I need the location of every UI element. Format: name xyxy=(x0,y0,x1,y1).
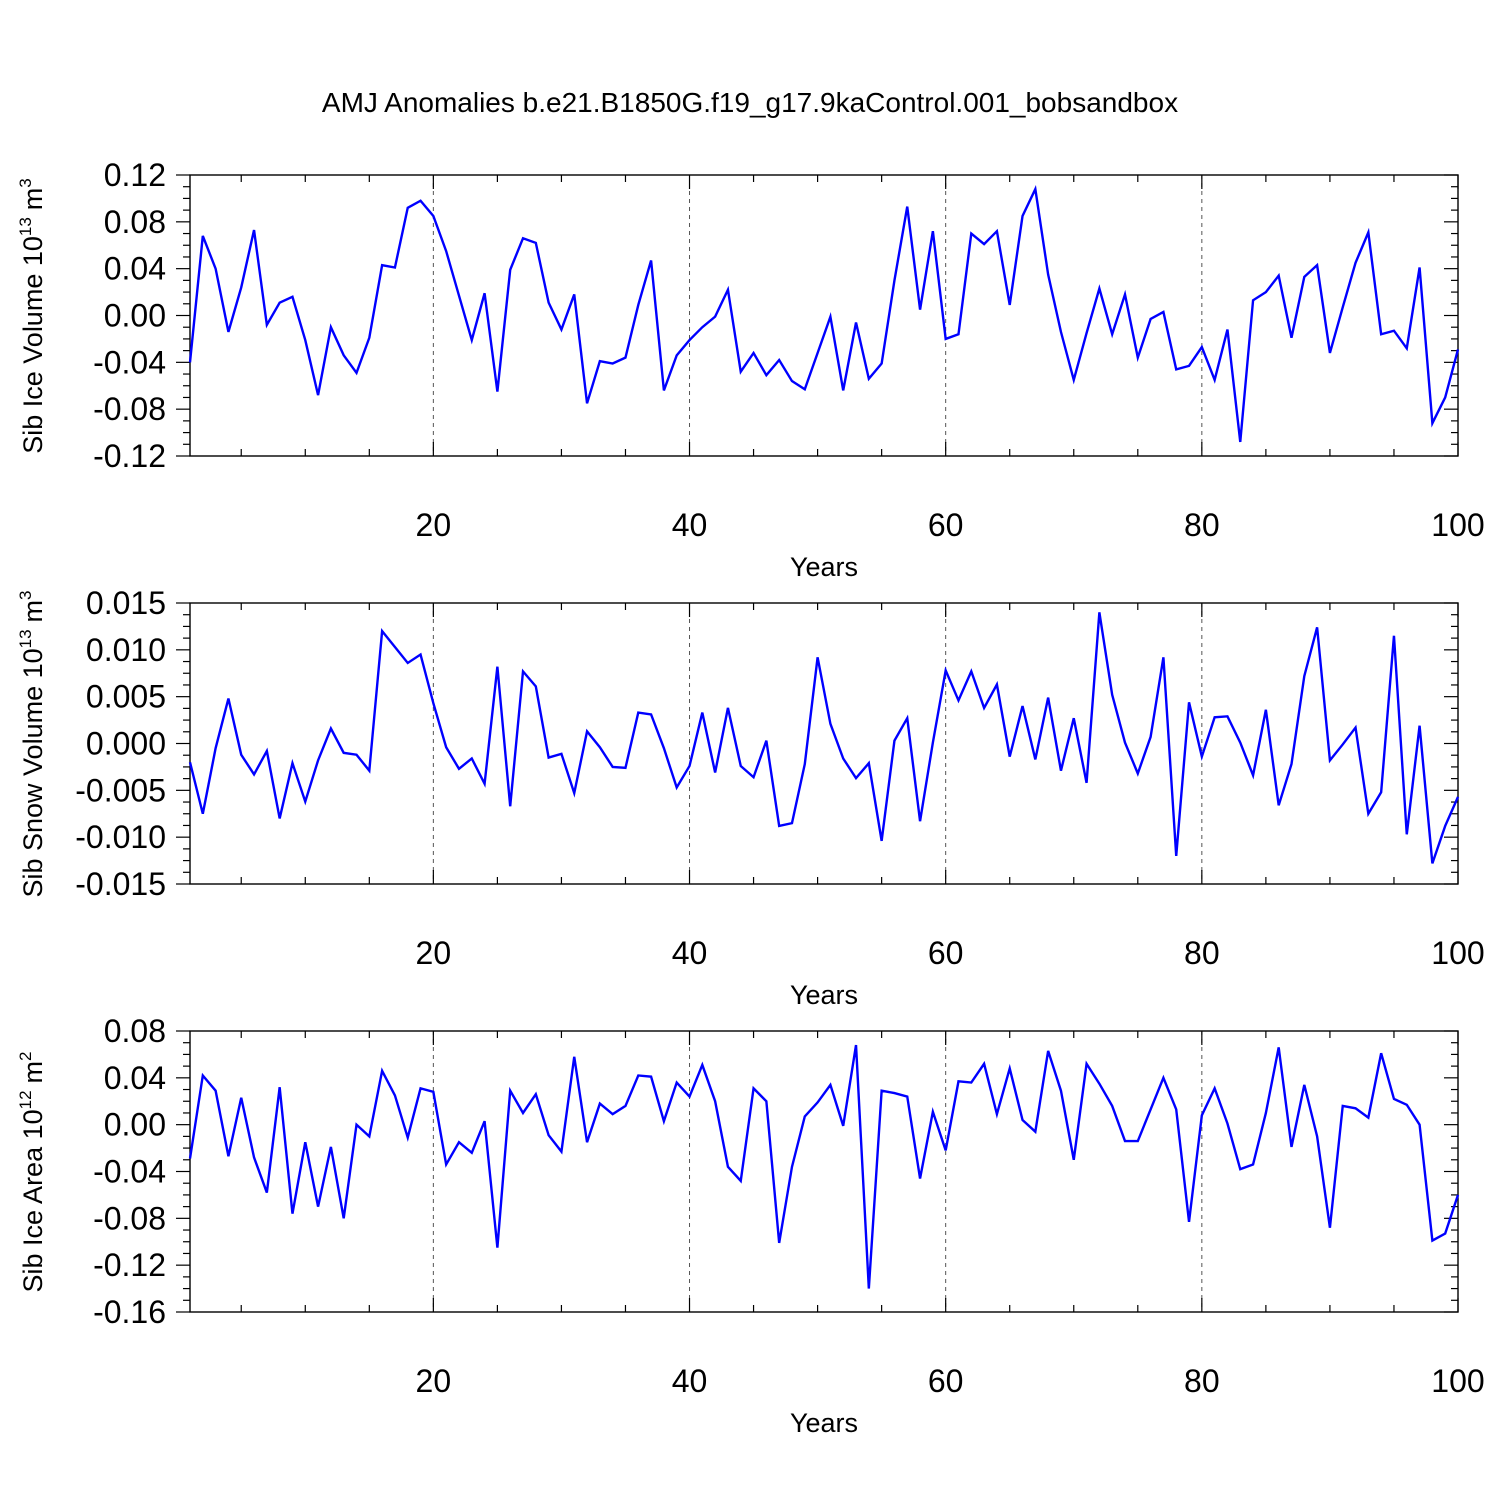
y-tick-label: -0.08 xyxy=(93,391,166,427)
y-tick-label: 0.08 xyxy=(104,1013,166,1049)
x-axis-label: Years xyxy=(790,980,858,1010)
x-tick-labels: 20 40 60 80 100 xyxy=(416,935,1485,971)
grid-lines xyxy=(432,175,1203,456)
y-axis-label-unit: m xyxy=(18,1061,48,1084)
y-tick-label: -0.08 xyxy=(93,1200,166,1236)
grid-lines xyxy=(432,603,1203,884)
x-axis-label: Years xyxy=(790,1408,858,1438)
x-tick-label: 60 xyxy=(928,935,964,971)
x-tick-label: 80 xyxy=(1184,935,1220,971)
x-tick-label: 60 xyxy=(928,1363,964,1399)
y-tick-label: -0.12 xyxy=(93,438,166,474)
tick-marks xyxy=(176,1030,1459,1313)
y-tick-label: -0.015 xyxy=(75,866,166,902)
y-tick-label: -0.04 xyxy=(93,1154,166,1190)
y-axis-label: Sib Snow Volume 1013 m3 xyxy=(16,590,48,897)
y-tick-label: -0.12 xyxy=(93,1247,166,1283)
x-tick-label: 80 xyxy=(1184,507,1220,543)
series-line xyxy=(188,612,1460,864)
x-tick-label: 100 xyxy=(1431,1363,1484,1399)
y-tick-label: -0.005 xyxy=(75,772,166,808)
y-axis-label-unit-exponent: 2 xyxy=(16,1051,35,1060)
x-tick-label: 80 xyxy=(1184,1363,1220,1399)
y-tick-label: -0.010 xyxy=(75,819,166,855)
y-tick-labels: -0.12 -0.08 -0.04 0.00 0.04 0.08 0.12 xyxy=(93,157,166,474)
x-tick-label: 20 xyxy=(416,935,452,971)
x-tick-label: 40 xyxy=(672,1363,708,1399)
y-axis-label-exponent: 13 xyxy=(16,629,35,648)
y-axis-label-unit-exponent: 3 xyxy=(16,178,35,187)
y-tick-label: 0.04 xyxy=(104,1060,166,1096)
y-tick-label: -0.04 xyxy=(93,344,166,380)
panel-snow-volume: -0.015 -0.010 -0.005 0.000 0.005 0.010 0.015 2… xyxy=(16,585,1485,1010)
tick-marks xyxy=(176,174,1459,457)
grid-lines xyxy=(432,1031,1203,1312)
x-axis-label: Years xyxy=(790,552,858,582)
y-axis-label-text: Sib Ice Volume 10 xyxy=(18,236,48,454)
y-axis-label-unit: m xyxy=(18,188,48,211)
y-axis-label-exponent: 13 xyxy=(16,217,35,236)
y-tick-label: -0.16 xyxy=(93,1294,166,1330)
y-axis-label-exponent: 12 xyxy=(16,1090,35,1109)
y-axis-label-text: Sib Snow Volume 10 xyxy=(18,648,48,897)
x-tick-label: 100 xyxy=(1431,935,1484,971)
panel-ice-volume: -0.12 -0.08 -0.04 0.00 0.04 0.08 0.12 20 40 60 80… xyxy=(16,157,1485,582)
y-axis-label-text: Sib Ice Area 10 xyxy=(18,1109,48,1292)
y-tick-label: 0.010 xyxy=(86,632,166,668)
y-axis-label-unit-exponent: 3 xyxy=(16,590,35,599)
y-tick-label: 0.08 xyxy=(104,204,166,240)
x-tick-label: 100 xyxy=(1431,507,1484,543)
y-axis-label-unit: m xyxy=(18,600,48,623)
chart-title: AMJ Anomalies b.e21.B1850G.f19_g17.9kaCo… xyxy=(322,87,1178,118)
y-axis-label: Sib Ice Volume 1013 m3 xyxy=(16,178,48,454)
x-tick-label: 20 xyxy=(416,507,452,543)
x-tick-labels: 20 40 60 80 100 xyxy=(416,507,1485,543)
y-tick-labels: -0.015 -0.010 -0.005 0.000 0.005 0.010 0.015 xyxy=(75,585,166,902)
x-tick-labels: 20 40 60 80 100 xyxy=(416,1363,1485,1399)
panel-ice-area: -0.16 -0.12 -0.08 -0.04 0.00 0.04 0.08 20 40 60 8… xyxy=(16,1013,1485,1438)
y-tick-label: 0.00 xyxy=(104,1107,166,1143)
y-tick-label: 0.015 xyxy=(86,585,166,621)
y-tick-label: 0.12 xyxy=(104,157,166,193)
y-tick-label: 0.00 xyxy=(104,298,166,334)
y-tick-label: 0.04 xyxy=(104,251,166,287)
x-tick-label: 40 xyxy=(672,507,708,543)
y-tick-labels: -0.16 -0.12 -0.08 -0.04 0.00 0.04 0.08 xyxy=(93,1013,166,1330)
y-tick-label: 0.000 xyxy=(86,726,166,762)
y-tick-label: 0.005 xyxy=(86,679,166,715)
series-line xyxy=(188,184,1460,443)
y-axis-label: Sib Ice Area 1012 m2 xyxy=(16,1051,48,1292)
series-line xyxy=(188,1044,1460,1289)
x-tick-label: 60 xyxy=(928,507,964,543)
x-tick-label: 20 xyxy=(416,1363,452,1399)
x-tick-label: 40 xyxy=(672,935,708,971)
